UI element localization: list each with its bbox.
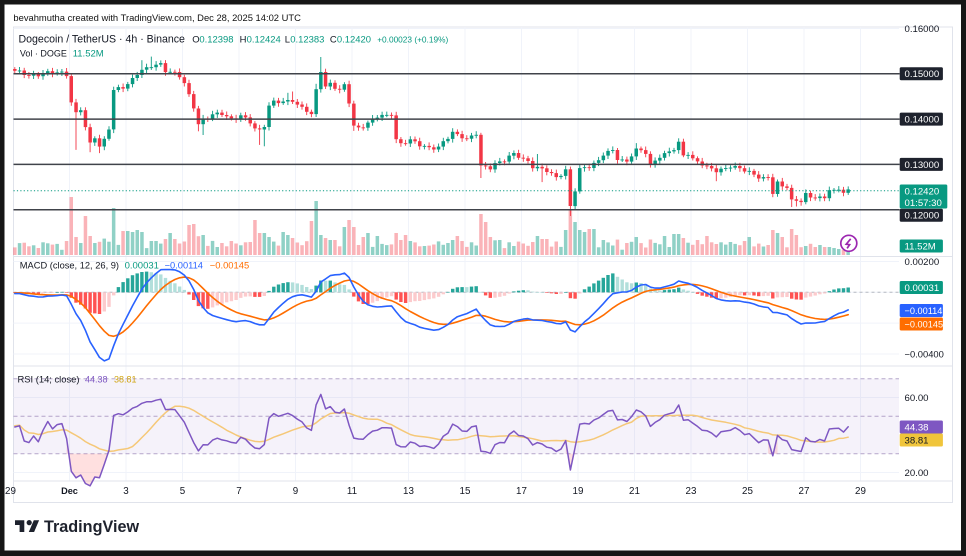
svg-text:+0.00023 (+0.19%): +0.00023 (+0.19%) bbox=[377, 35, 448, 45]
svg-text:Dec: Dec bbox=[61, 486, 78, 496]
svg-text:01:57:30: 01:57:30 bbox=[905, 198, 942, 209]
svg-text:0.12420: 0.12420 bbox=[905, 186, 940, 197]
svg-text:23: 23 bbox=[686, 486, 697, 497]
svg-text:RSI (14; close): RSI (14; close) bbox=[18, 374, 80, 385]
svg-text:−0.00145: −0.00145 bbox=[905, 319, 944, 329]
svg-text:0.14000: 0.14000 bbox=[905, 115, 940, 126]
svg-text:60.00: 60.00 bbox=[905, 393, 929, 404]
svg-text:0.12383: 0.12383 bbox=[290, 35, 324, 46]
svg-text:38.81: 38.81 bbox=[905, 435, 929, 446]
svg-text:21: 21 bbox=[629, 486, 640, 497]
svg-text:0.12420: 0.12420 bbox=[337, 35, 371, 46]
svg-text:0.15000: 0.15000 bbox=[905, 69, 940, 80]
svg-text:13: 13 bbox=[403, 486, 414, 497]
svg-text:25: 25 bbox=[742, 486, 753, 497]
svg-text:27: 27 bbox=[799, 486, 810, 497]
svg-text:0.12398: 0.12398 bbox=[199, 35, 233, 46]
svg-text:44.38: 44.38 bbox=[85, 375, 108, 385]
svg-text:bevahmutha created with Tradin: bevahmutha created with TradingView.com,… bbox=[13, 12, 301, 23]
svg-text:5: 5 bbox=[180, 486, 186, 497]
svg-text:44.38: 44.38 bbox=[905, 422, 929, 433]
svg-text:Vol · DOGE: Vol · DOGE bbox=[20, 49, 67, 59]
svg-text:H: H bbox=[240, 35, 247, 46]
svg-text:0.13000: 0.13000 bbox=[905, 160, 940, 171]
svg-text:11.52M: 11.52M bbox=[905, 241, 936, 252]
svg-text:C: C bbox=[330, 35, 337, 46]
svg-text:O: O bbox=[192, 35, 199, 46]
svg-text:29: 29 bbox=[855, 486, 866, 497]
svg-text:0.12424: 0.12424 bbox=[247, 35, 281, 46]
svg-text:0.00031: 0.00031 bbox=[905, 283, 940, 294]
svg-text:11.52M: 11.52M bbox=[73, 49, 104, 60]
svg-text:20.00: 20.00 bbox=[905, 468, 929, 479]
svg-text:0.12000: 0.12000 bbox=[905, 211, 940, 222]
svg-text:−0.00145: −0.00145 bbox=[210, 260, 249, 271]
svg-text:11: 11 bbox=[347, 486, 357, 497]
svg-text:0.16000: 0.16000 bbox=[905, 24, 940, 35]
svg-text:Dogecoin / TetherUS · 4h · Bin: Dogecoin / TetherUS · 4h · Binance bbox=[19, 34, 186, 46]
svg-text:MACD (close, 12, 26, 9): MACD (close, 12, 26, 9) bbox=[20, 261, 119, 271]
svg-text:19: 19 bbox=[573, 486, 584, 497]
svg-text:−0.00114: −0.00114 bbox=[165, 261, 203, 271]
svg-text:−0.00114: −0.00114 bbox=[905, 306, 943, 316]
svg-text:TradingView: TradingView bbox=[44, 518, 139, 536]
svg-text:−0.00400: −0.00400 bbox=[905, 348, 944, 359]
svg-text:9: 9 bbox=[293, 486, 298, 497]
svg-text:3: 3 bbox=[123, 486, 129, 497]
svg-text:17: 17 bbox=[516, 486, 527, 497]
svg-text:0.00200: 0.00200 bbox=[905, 257, 940, 268]
svg-text:0.00031: 0.00031 bbox=[125, 261, 159, 272]
svg-text:29: 29 bbox=[5, 486, 16, 497]
svg-text:38.81: 38.81 bbox=[114, 375, 137, 385]
svg-text:L: L bbox=[285, 35, 290, 46]
svg-text:15: 15 bbox=[460, 486, 471, 497]
svg-text:7: 7 bbox=[236, 486, 241, 497]
